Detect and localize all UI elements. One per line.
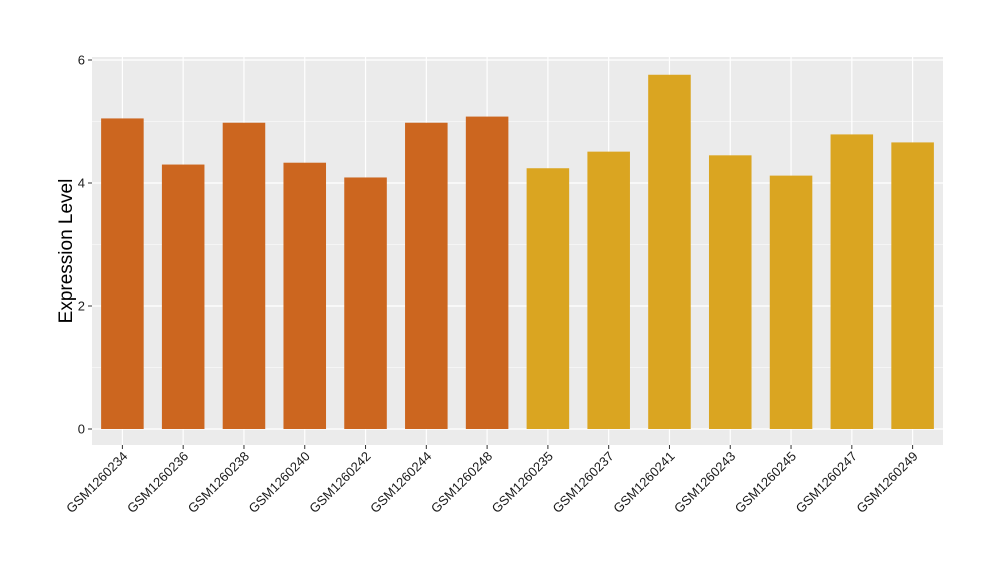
bar	[526, 168, 570, 430]
x-tick-label: GSM1260241	[610, 449, 677, 516]
y-axis: 0 2 4 6	[78, 53, 92, 437]
x-tick-label: GSM1260236	[124, 449, 191, 516]
bar	[891, 142, 934, 429]
x-tick-label: GSM1260243	[671, 449, 738, 516]
y-tick-label: 0	[78, 422, 85, 437]
x-tick-label: GSM1260238	[185, 449, 252, 516]
bar	[587, 151, 630, 429]
x-tick-label: GSM1260240	[246, 449, 313, 516]
bar	[405, 122, 448, 429]
y-tick-label: 6	[78, 53, 85, 68]
bar	[283, 162, 327, 429]
x-tick-label: GSM1260237	[549, 449, 616, 516]
x-tick-label: GSM1260242	[306, 449, 373, 516]
bar	[708, 155, 752, 429]
bar	[648, 74, 691, 429]
bar	[222, 122, 266, 429]
bar	[830, 134, 874, 430]
x-tick-label: GSM1260245	[732, 449, 799, 516]
y-axis-title: Expression Level	[56, 179, 77, 324]
y-tick-label: 4	[78, 176, 85, 191]
y-tick-label: 2	[78, 299, 85, 314]
bar	[101, 118, 144, 430]
x-tick-label: GSM1260248	[428, 449, 495, 516]
x-tick-label: GSM1260244	[367, 449, 434, 516]
x-tick-label: GSM1260247	[793, 449, 860, 516]
plot-panel	[92, 57, 943, 445]
x-tick-label: GSM1260249	[853, 449, 920, 516]
bar	[769, 175, 813, 429]
x-tick-label: GSM1260234	[63, 449, 130, 516]
x-tick-label: GSM1260235	[489, 449, 556, 516]
bars	[101, 74, 934, 430]
bar	[344, 177, 387, 429]
x-axis: GSM1260234GSM1260236GSM1260238GSM1260240…	[63, 445, 921, 516]
bar	[465, 116, 509, 429]
bar	[161, 164, 205, 430]
